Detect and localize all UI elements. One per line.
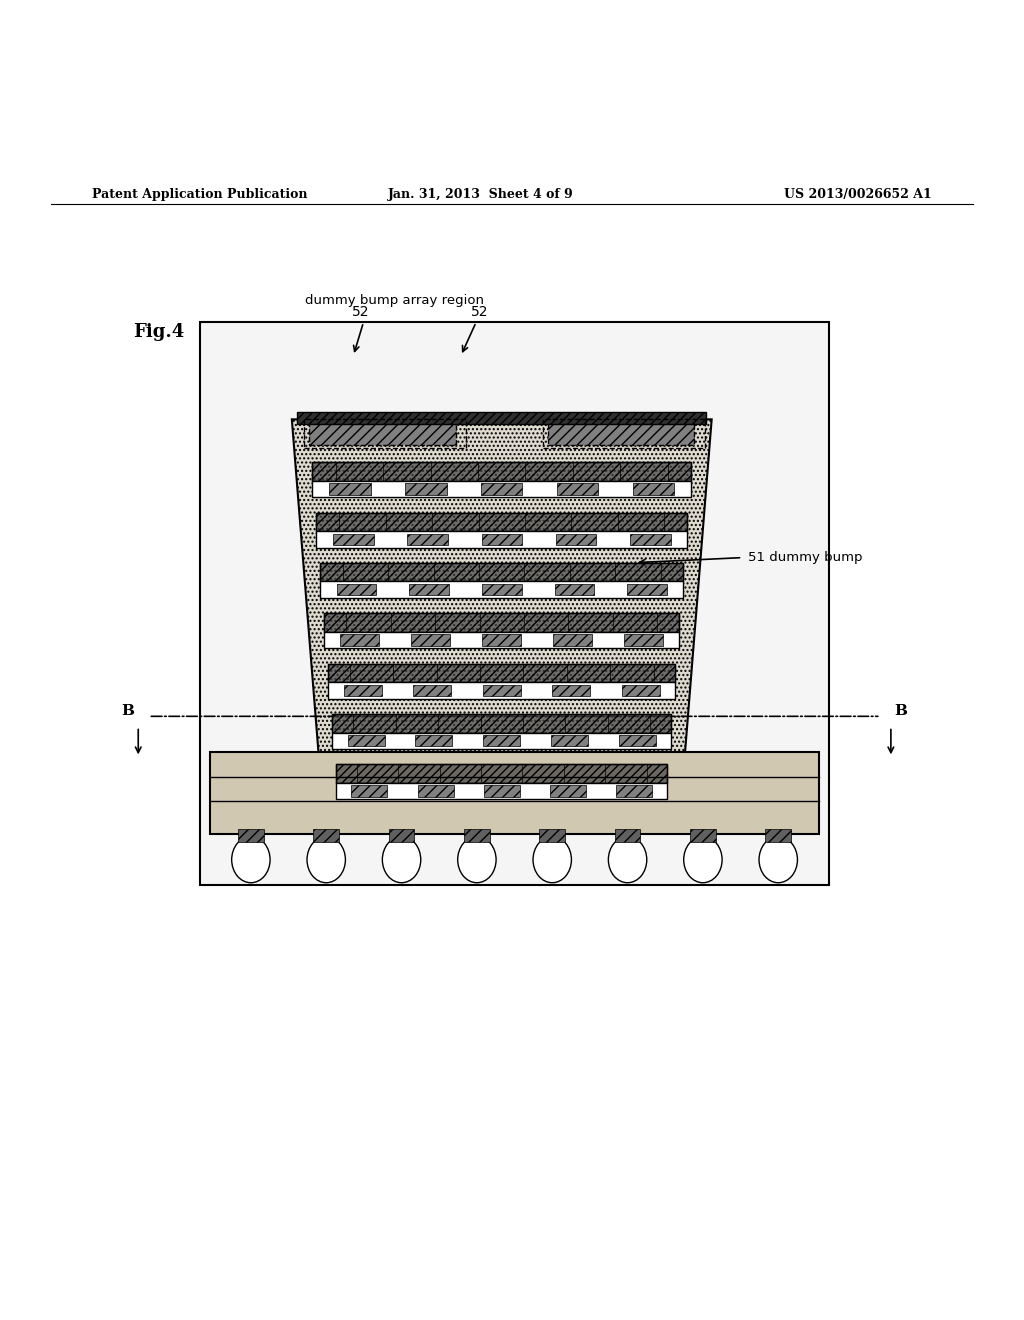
Bar <box>325 614 679 632</box>
Bar <box>483 685 520 696</box>
Bar <box>321 564 683 582</box>
Bar <box>389 829 415 842</box>
Bar <box>297 412 707 425</box>
Bar <box>321 582 683 598</box>
Bar <box>336 764 668 783</box>
Bar <box>556 533 596 545</box>
Bar <box>481 533 522 545</box>
Ellipse shape <box>458 837 496 883</box>
Bar <box>351 785 387 797</box>
Text: dummy bump array region: dummy bump array region <box>305 294 483 306</box>
Bar <box>551 735 588 746</box>
Bar <box>622 685 659 696</box>
Bar <box>482 583 521 595</box>
Bar <box>332 714 672 733</box>
Bar <box>321 564 683 582</box>
Bar <box>309 422 456 445</box>
Bar <box>316 512 687 531</box>
Bar <box>555 583 594 595</box>
Bar <box>543 420 705 447</box>
Bar <box>330 483 371 495</box>
Bar <box>552 685 590 696</box>
Bar <box>414 685 452 696</box>
Bar <box>630 533 671 545</box>
Bar <box>200 322 829 886</box>
Bar <box>550 785 586 797</box>
Bar <box>618 735 655 746</box>
Bar <box>316 512 687 531</box>
Bar <box>482 635 521 645</box>
Text: 51 dummy bump: 51 dummy bump <box>748 552 862 564</box>
Bar <box>418 785 454 797</box>
Text: Fig.4: Fig.4 <box>133 323 184 342</box>
Bar <box>304 420 466 447</box>
Bar <box>336 783 668 800</box>
Bar <box>340 635 379 645</box>
Bar <box>336 764 668 783</box>
Bar <box>464 829 489 842</box>
Bar <box>325 614 679 632</box>
Bar <box>625 635 664 645</box>
Bar <box>412 635 451 645</box>
Text: Jan. 31, 2013  Sheet 4 of 9: Jan. 31, 2013 Sheet 4 of 9 <box>388 187 574 201</box>
Ellipse shape <box>382 837 421 883</box>
Bar <box>344 685 382 696</box>
Bar <box>312 480 691 498</box>
Bar <box>557 483 598 495</box>
Bar <box>316 531 687 548</box>
Polygon shape <box>292 420 712 804</box>
Text: Patent Application Publication: Patent Application Publication <box>92 187 307 201</box>
Text: US 2013/0026652 A1: US 2013/0026652 A1 <box>784 187 932 201</box>
Bar <box>690 829 716 842</box>
Bar <box>483 785 520 797</box>
Bar <box>548 422 694 445</box>
Bar <box>329 664 675 682</box>
Bar <box>766 829 792 842</box>
Bar <box>483 735 520 746</box>
Ellipse shape <box>307 837 345 883</box>
Bar <box>332 733 672 748</box>
Ellipse shape <box>684 837 722 883</box>
Bar <box>312 462 691 480</box>
Bar <box>337 583 376 595</box>
Bar <box>312 462 691 480</box>
Bar <box>332 714 672 733</box>
Ellipse shape <box>231 837 270 883</box>
Bar <box>329 682 675 698</box>
Bar <box>553 635 592 645</box>
Bar <box>633 483 674 495</box>
Ellipse shape <box>608 837 647 883</box>
Text: B: B <box>122 704 134 718</box>
Bar <box>406 483 446 495</box>
Bar <box>410 583 449 595</box>
Bar <box>614 829 640 842</box>
Text: 52: 52 <box>351 305 370 319</box>
Bar <box>313 829 339 842</box>
Bar <box>628 583 667 595</box>
Bar <box>481 483 522 495</box>
Bar <box>210 752 819 834</box>
Bar <box>325 632 679 648</box>
Bar <box>348 735 385 746</box>
Bar <box>333 533 374 545</box>
Bar <box>616 785 652 797</box>
Ellipse shape <box>759 837 798 883</box>
Ellipse shape <box>534 837 571 883</box>
Bar <box>408 533 447 545</box>
Bar <box>238 829 264 842</box>
Bar <box>540 829 565 842</box>
Bar <box>329 664 675 682</box>
Text: 52: 52 <box>470 305 488 319</box>
Text: B: B <box>895 704 907 718</box>
Bar <box>416 735 453 746</box>
